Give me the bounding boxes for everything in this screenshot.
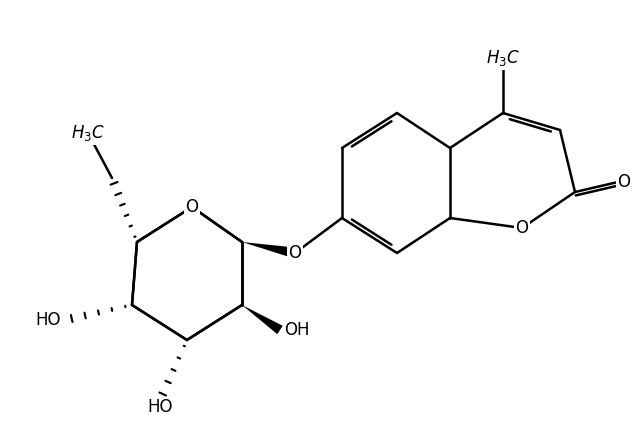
- Polygon shape: [242, 242, 296, 258]
- Text: O: O: [515, 219, 529, 237]
- Text: O: O: [618, 173, 630, 191]
- Text: OH: OH: [284, 321, 310, 339]
- Text: $H_3C$: $H_3C$: [486, 48, 520, 68]
- Text: O: O: [186, 198, 198, 216]
- Polygon shape: [242, 305, 283, 334]
- Text: HO: HO: [147, 398, 173, 416]
- Text: O: O: [289, 244, 301, 262]
- Text: O: O: [289, 244, 301, 262]
- Text: $H_3C$: $H_3C$: [71, 123, 105, 143]
- Text: HO: HO: [35, 311, 61, 329]
